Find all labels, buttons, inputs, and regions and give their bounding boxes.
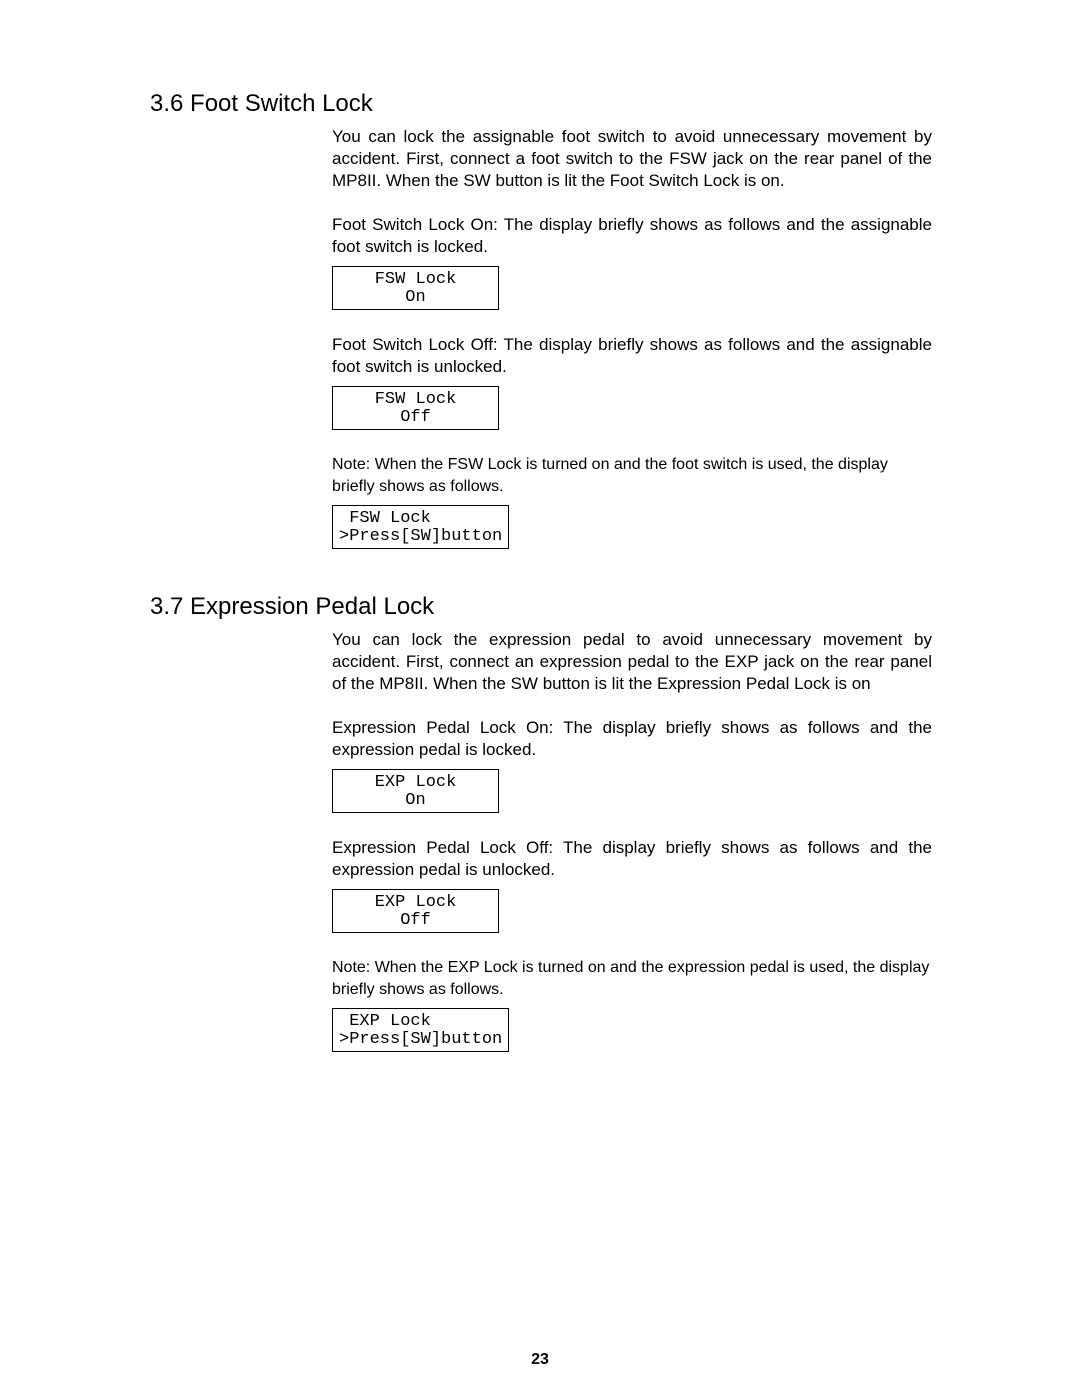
section-gap bbox=[150, 573, 980, 593]
note-paragraph: Note: When the FSW Lock is turned on and… bbox=[332, 454, 932, 497]
lcd-display: FSW Lock >Press[SW]button bbox=[332, 505, 509, 549]
document-page: 3.6 Foot Switch Lock You can lock the as… bbox=[0, 0, 1080, 1397]
lcd-line: EXP Lock bbox=[333, 774, 498, 792]
lcd-line: >Press[SW]button bbox=[333, 1031, 508, 1049]
lcd-line: Off bbox=[333, 409, 498, 427]
paragraph: Expression Pedal Lock Off: The display b… bbox=[332, 837, 932, 881]
lcd-line: On bbox=[333, 792, 498, 810]
lcd-display: FSW Lock Off bbox=[332, 386, 499, 430]
lcd-line: Off bbox=[333, 912, 498, 930]
lcd-display: EXP Lock Off bbox=[332, 889, 499, 933]
lcd-display: EXP Lock On bbox=[332, 769, 499, 813]
section-body-3-7: You can lock the expression pedal to avo… bbox=[332, 629, 932, 1052]
section-body-3-6: You can lock the assignable foot switch … bbox=[332, 126, 932, 549]
lcd-line: On bbox=[333, 289, 498, 307]
section-heading-3-6: 3.6 Foot Switch Lock bbox=[150, 90, 980, 118]
lcd-line: EXP Lock bbox=[333, 894, 498, 912]
lcd-display: FSW Lock On bbox=[332, 266, 499, 310]
note-paragraph: Note: When the EXP Lock is turned on and… bbox=[332, 957, 932, 1000]
lcd-line: FSW Lock bbox=[333, 391, 498, 409]
section-heading-3-7: 3.7 Expression Pedal Lock bbox=[150, 593, 980, 621]
paragraph: You can lock the expression pedal to avo… bbox=[332, 629, 932, 695]
lcd-line: FSW Lock bbox=[333, 271, 498, 289]
lcd-line: EXP Lock bbox=[333, 1013, 508, 1031]
page-number: 23 bbox=[0, 1351, 1080, 1369]
lcd-display: EXP Lock >Press[SW]button bbox=[332, 1008, 509, 1052]
paragraph: Foot Switch Lock Off: The display briefl… bbox=[332, 334, 932, 378]
paragraph: Foot Switch Lock On: The display briefly… bbox=[332, 214, 932, 258]
lcd-line: >Press[SW]button bbox=[333, 528, 508, 546]
lcd-line: FSW Lock bbox=[333, 510, 508, 528]
paragraph: Expression Pedal Lock On: The display br… bbox=[332, 717, 932, 761]
paragraph: You can lock the assignable foot switch … bbox=[332, 126, 932, 192]
